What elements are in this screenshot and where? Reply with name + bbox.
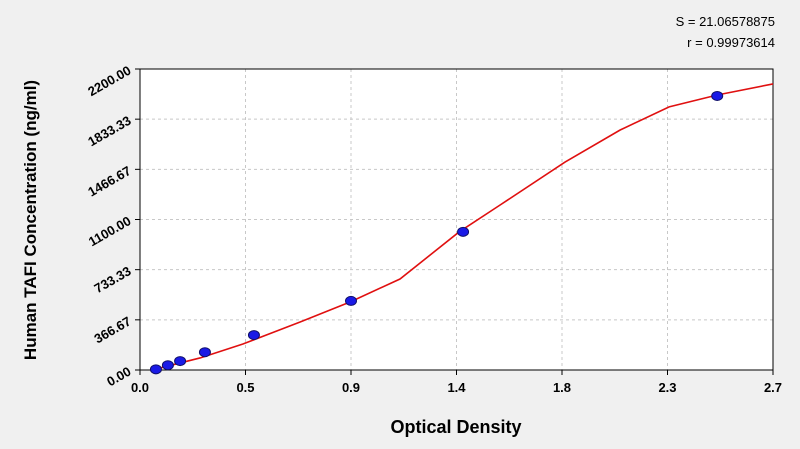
data-point	[174, 356, 187, 367]
data-point	[161, 360, 174, 371]
x-tick-label: 0.0	[131, 380, 149, 395]
x-tick-label: 1.4	[447, 380, 466, 395]
x-tick-label: 0.9	[342, 380, 360, 395]
plot-frame	[139, 68, 774, 371]
x-tick-label: 2.3	[658, 380, 676, 395]
data-point	[457, 226, 470, 237]
data-point	[149, 364, 162, 375]
data-point	[198, 347, 211, 358]
x-axis-label: Optical Density	[390, 417, 521, 437]
y-axis-label: Human TAFI Concentration (ng/ml)	[21, 80, 40, 360]
y-tick-label: 1466.67	[85, 163, 133, 199]
y-tick-label: 1100.00	[86, 213, 134, 249]
y-tick-label: 2200.00	[85, 63, 133, 99]
data-point	[345, 295, 357, 306]
y-tick-label: 1833.33	[85, 113, 133, 149]
y-tick-label: 0.00	[104, 364, 133, 390]
annotation: S = 21.06578875	[676, 14, 775, 29]
annotation: r = 0.99973614	[687, 35, 775, 50]
x-tick-label: 2.7	[764, 380, 782, 395]
data-point	[711, 90, 724, 101]
x-tick-label: 1.8	[553, 380, 571, 395]
y-tick-label: 366.67	[92, 313, 134, 346]
data-point	[247, 330, 260, 341]
x-tick-label: 0.5	[236, 380, 254, 395]
y-tick-label: 733.33	[92, 263, 134, 296]
